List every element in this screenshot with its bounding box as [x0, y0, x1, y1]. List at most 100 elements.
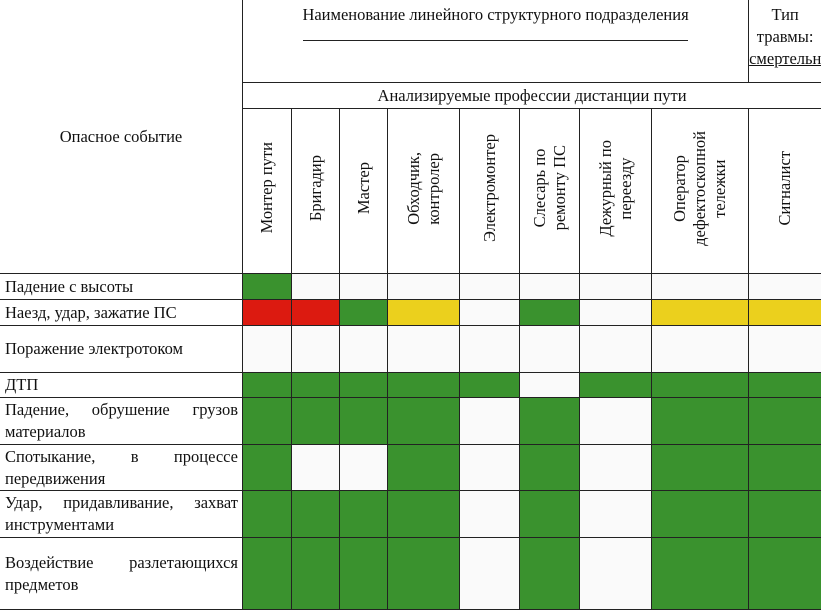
- risk-cell: [243, 326, 292, 373]
- risk-cell: [749, 300, 821, 326]
- risk-cell: [520, 445, 580, 491]
- risk-cell: [749, 326, 821, 373]
- risk-cell: [460, 491, 520, 538]
- table-row: Падение с высоты: [0, 274, 821, 300]
- professions-title: Анализируемые профессии дистанции пути: [243, 83, 821, 109]
- risk-cell: [340, 326, 388, 373]
- table-row: ДТП: [0, 373, 821, 398]
- risk-cell: [460, 300, 520, 326]
- profession-header: Слесарь по ремонту ПС: [520, 109, 580, 274]
- risk-cell: [243, 300, 292, 326]
- profession-label: Дежурный по переезду: [596, 140, 636, 237]
- event-label: Поражение электротоком: [0, 326, 243, 373]
- risk-cell: [580, 445, 652, 491]
- risk-cell: [580, 274, 652, 300]
- event-label: Наезд, удар, зажатие ПС: [0, 300, 243, 326]
- event-label: Удар, придавливание, захват инструментам…: [0, 491, 243, 538]
- profession-header: Бригадир: [292, 109, 340, 274]
- risk-cell: [460, 445, 520, 491]
- table-row: Поражение электротоком: [0, 326, 821, 373]
- risk-cell: [243, 274, 292, 300]
- risk-cell: [340, 538, 388, 610]
- table-row: Удар, придавливание, захват инструментам…: [0, 491, 821, 538]
- risk-cell: [580, 398, 652, 445]
- risk-cell: [580, 491, 652, 538]
- unit-name-label: Наименование линейного структурного подр…: [302, 5, 688, 24]
- risk-cell: [749, 274, 821, 300]
- risk-cell: [460, 326, 520, 373]
- profession-header: Электромонтер: [460, 109, 520, 274]
- risk-cell: [652, 300, 749, 326]
- table-row: Падение, обрушение грузов материалов: [0, 398, 821, 445]
- risk-cell: [340, 373, 388, 398]
- profession-header: Мастер: [340, 109, 388, 274]
- risk-cell: [388, 538, 460, 610]
- risk-cell: [652, 373, 749, 398]
- risk-cell: [388, 398, 460, 445]
- event-label: ДТП: [0, 373, 243, 398]
- risk-cell: [652, 538, 749, 610]
- profession-header: Дежурный по переезду: [580, 109, 652, 274]
- table-row: Воздействие разлетающихся предметов: [0, 538, 821, 610]
- risk-cell: [580, 326, 652, 373]
- risk-cell: [652, 491, 749, 538]
- risk-cell: [652, 398, 749, 445]
- risk-cell: [388, 491, 460, 538]
- risk-cell: [388, 445, 460, 491]
- risk-cell: [340, 398, 388, 445]
- event-label: Воздействие разлетающихся предметов: [0, 538, 243, 610]
- risk-cell: [652, 326, 749, 373]
- risk-cell: [388, 373, 460, 398]
- risk-cell: [243, 373, 292, 398]
- profession-label: Мастер: [354, 162, 374, 214]
- risk-cell: [460, 538, 520, 610]
- risk-cell: [292, 300, 340, 326]
- unit-name-blank-line[interactable]: [303, 40, 688, 41]
- profession-label: Обходчик, контролер: [404, 152, 444, 225]
- risk-cell: [388, 326, 460, 373]
- risk-cell: [243, 398, 292, 445]
- risk-cell: [520, 538, 580, 610]
- risk-cell: [388, 274, 460, 300]
- risk-cell: [340, 445, 388, 491]
- risk-cell: [292, 398, 340, 445]
- risk-cell: [460, 373, 520, 398]
- risk-cell: [749, 538, 821, 610]
- risk-cell: [749, 445, 821, 491]
- risk-cell: [580, 300, 652, 326]
- risk-cell: [749, 491, 821, 538]
- risk-cell: [292, 274, 340, 300]
- injury-type-label: Тип травмы:: [757, 5, 814, 46]
- risk-cell: [243, 491, 292, 538]
- risk-cell: [292, 538, 340, 610]
- risk-cell: [460, 274, 520, 300]
- risk-cell: [292, 491, 340, 538]
- risk-cell: [243, 538, 292, 610]
- event-column-header: Опасное событие: [0, 0, 243, 274]
- risk-cell: [652, 274, 749, 300]
- profession-label: Сигналист: [775, 151, 795, 226]
- profession-header: Оператор дефектоскопной тележки: [652, 109, 749, 274]
- injury-type-cell: Тип травмы: смертельная: [749, 0, 821, 83]
- risk-cell: [580, 538, 652, 610]
- event-label: Падение с высоты: [0, 274, 243, 300]
- risk-cell: [520, 274, 580, 300]
- risk-cell: [388, 300, 460, 326]
- risk-cell: [340, 491, 388, 538]
- risk-cell: [520, 491, 580, 538]
- profession-label: Монтер пути: [257, 142, 277, 233]
- table-row: Наезд, удар, зажатие ПС: [0, 300, 821, 326]
- profession-label: Бригадир: [306, 155, 326, 221]
- risk-cell: [340, 300, 388, 326]
- risk-cell: [520, 373, 580, 398]
- risk-cell: [520, 398, 580, 445]
- risk-cell: [340, 274, 388, 300]
- profession-label: Оператор дефектоскопной тележки: [670, 131, 730, 246]
- event-label: Спотыкание, в процессе передвижения: [0, 445, 243, 491]
- table-row: Спотыкание, в процессе передвижения: [0, 445, 821, 491]
- risk-cell: [460, 398, 520, 445]
- risk-cell: [749, 398, 821, 445]
- risk-cell: [580, 373, 652, 398]
- risk-cell: [292, 373, 340, 398]
